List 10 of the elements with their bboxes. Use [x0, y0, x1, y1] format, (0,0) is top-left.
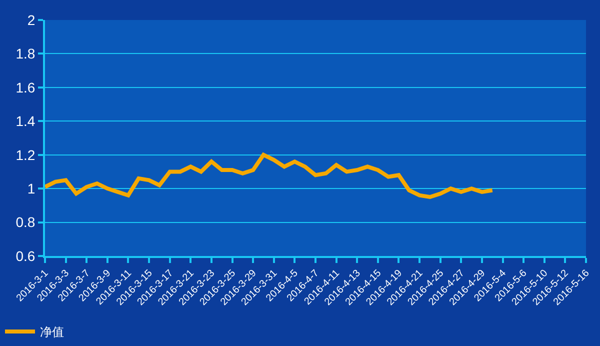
- y-tick-label: 1: [27, 180, 36, 196]
- y-tick-label: 0.6: [16, 248, 36, 264]
- y-tick-label: 1.6: [16, 79, 36, 96]
- y-tick-label: 1.8: [16, 46, 36, 62]
- y-tick-label: 0.8: [16, 214, 36, 230]
- line-series: [45, 152, 494, 199]
- y-tick-label: 2: [27, 12, 36, 28]
- y-tick-label: 1.2: [16, 146, 36, 163]
- legend-label: 净值: [40, 325, 64, 340]
- y-tick-label: 1.4: [16, 113, 36, 130]
